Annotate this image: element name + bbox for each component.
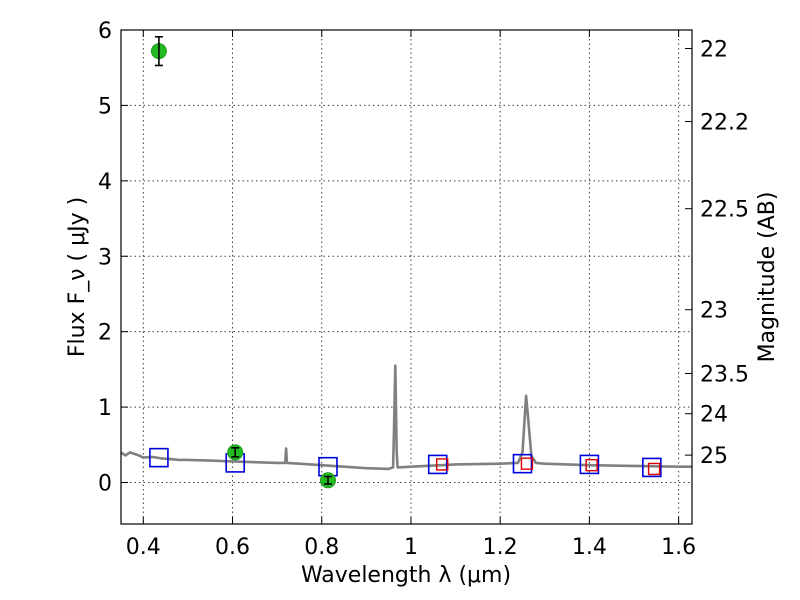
mag-tick-label: 23.5 [700,363,749,388]
x-axis-label: Wavelength λ (μm) [301,563,511,588]
y-tick-label: 0 [98,472,112,497]
mag-tick-label: 25 [700,444,728,469]
x-tick-label: 0.6 [215,535,250,560]
mag-tick-label: 22.5 [700,198,749,223]
nir-photometry-box [585,458,598,472]
y-tick-label: 3 [98,245,112,270]
x-tick-label: 0.8 [304,535,339,560]
y-tick-label: 1 [98,396,112,421]
nir-photometry-box [435,458,449,471]
y-tick-label: 2 [98,321,112,346]
mag-tick-label: 24 [700,403,728,428]
x-tick-label: 1 [404,535,418,560]
y-axis-label: Flux F_ν ( μJy ) [65,197,90,357]
model-photometry-box [642,457,662,478]
model-spectrum-line [120,364,692,471]
y2-axis-label: Magnitude (AB) [755,192,780,363]
nir-photometry-box [647,462,661,476]
y-tick-label: 5 [98,94,112,119]
mag-tick-label: 22.2 [700,111,749,136]
mag-tick-label: 23 [700,299,728,324]
x-tick-label: 1.2 [483,535,518,560]
mag-tick-label: 22 [700,38,728,63]
tick-layer: 0.4 0.6 0.8 1 1.2 1.4 1.601234562222.222.52323… [98,19,749,560]
model-photometry-box [579,454,600,475]
x-tick-label: 1.4 [572,535,607,560]
grid [121,29,692,524]
x-tick-label: 0.4 [126,535,161,560]
y-tick-label: 4 [98,170,112,195]
plot-frame [120,29,693,525]
nir-photometry-box [520,457,534,470]
x-tick-label: 1.6 [661,535,696,560]
model-photometry-box [512,453,533,474]
series-layer [120,35,692,489]
y-tick-label: 6 [98,19,112,44]
model-photometry-box [427,454,448,475]
model-photometry-box [149,447,169,468]
